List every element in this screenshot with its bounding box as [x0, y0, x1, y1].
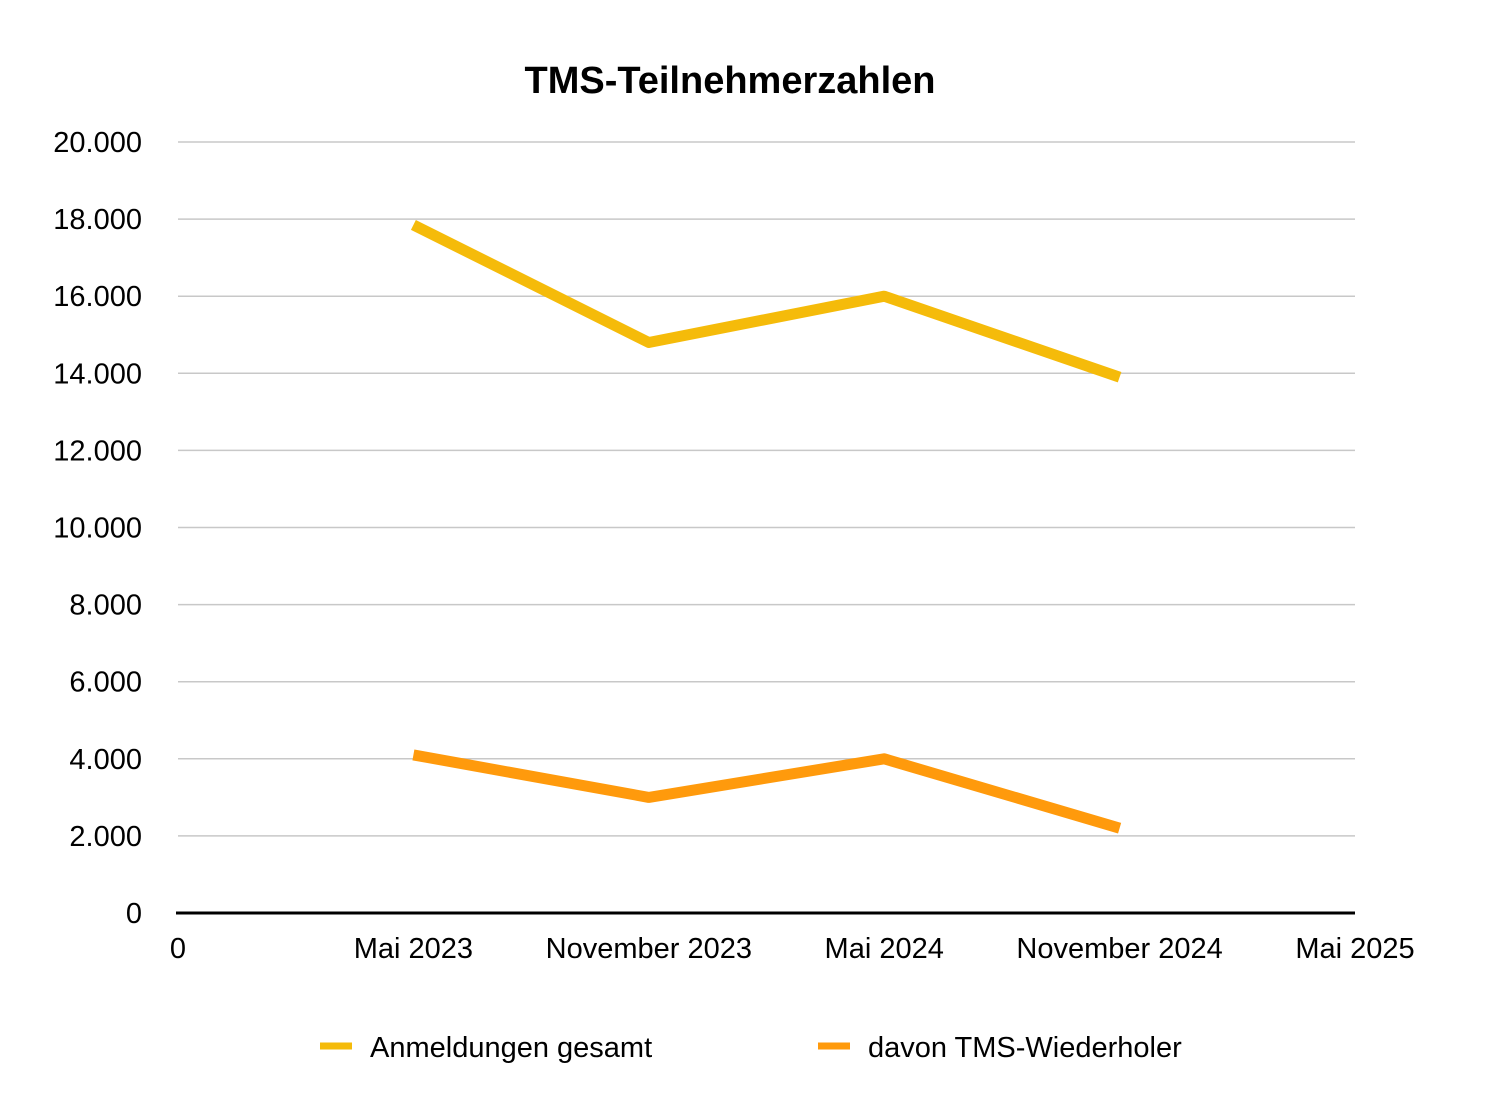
legend: Anmeldungen gesamt davon TMS-Wiederholer: [320, 1032, 1182, 1064]
x-tick-label: Mai 2023: [354, 933, 473, 965]
axes: 0 2.000 4.000 6.000 8.000 10.000 12.000 14.000 1…: [53, 127, 1414, 965]
y-tick-label: 8.000: [69, 590, 142, 622]
chart-title: TMS-Teilnehmerzahlen: [524, 60, 935, 102]
y-tick-label: 6.000: [69, 667, 142, 699]
y-tick-label: 14.000: [53, 358, 142, 390]
series-line-1: [410, 219, 1122, 383]
legend-label: davon TMS-Wiederholer: [868, 1032, 1182, 1064]
y-tick-label: 2.000: [69, 821, 142, 853]
x-tick-label: November 2024: [1016, 933, 1222, 965]
y-tick-label: 16.000: [53, 281, 142, 313]
legend-label: Anmeldungen gesamt: [370, 1032, 652, 1064]
x-tick-label: Mai 2024: [825, 933, 944, 965]
gridlines: [178, 141, 1355, 837]
y-tick-label: 18.000: [53, 204, 142, 236]
series-line-2: [412, 749, 1122, 834]
x-tick-label: 0: [170, 933, 186, 965]
x-tick-label: Mai 2025: [1295, 933, 1414, 965]
series-lines: [410, 219, 1122, 834]
x-tick-label: November 2023: [546, 933, 752, 965]
y-tick-label: 0: [126, 898, 142, 930]
y-tick-label: 4.000: [69, 744, 142, 776]
y-tick-label: 20.000: [53, 127, 142, 159]
y-tick-label: 12.000: [53, 435, 142, 467]
y-tick-label: 10.000: [53, 513, 142, 545]
